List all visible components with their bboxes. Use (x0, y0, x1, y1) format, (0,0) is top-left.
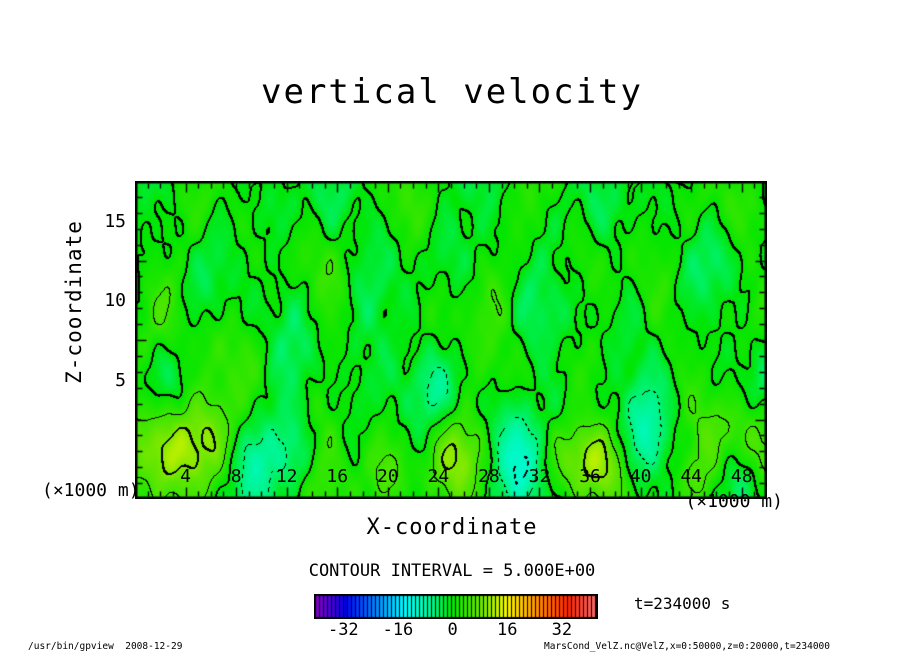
footer-dataset-info: MarsCond_VelZ.nc@VelZ,x=0:50000,z=0:2000… (544, 641, 830, 652)
x-tick-label: 48 (730, 466, 753, 487)
x-tick-label: 8 (230, 466, 242, 487)
x-tick-label: 12 (275, 466, 298, 487)
colorbar-tick-label: 32 (551, 620, 573, 640)
contour-interval-label: CONTOUR INTERVAL = 5.000E+00 (308, 561, 596, 581)
footer-command-line: /usr/bin/gpview 2008-12-29 (28, 641, 183, 652)
x-tick-label: 40 (629, 466, 652, 487)
x-tick-label: 20 (376, 466, 399, 487)
x-tick-label: 24 (427, 466, 450, 487)
time-label: t=234000 s (634, 594, 731, 613)
plot-title: vertical velocity (261, 72, 643, 112)
x-tick-label: 28 (478, 466, 500, 487)
y-tick-label: 15 (104, 210, 126, 232)
y-tick-label: 5 (115, 369, 126, 391)
y-tick-label: 10 (104, 290, 126, 311)
x-tick-label: 16 (326, 466, 349, 487)
x-axis-label: X-coordinate (366, 515, 538, 540)
x-tick-label: 32 (528, 466, 551, 487)
x-tick-label: 44 (680, 466, 702, 487)
x-tick-label: 4 (180, 466, 191, 487)
x-unit-label-right: (×1000 m) (685, 491, 783, 512)
colorbar-tick-label: 16 (496, 620, 518, 640)
contour-field-canvas (135, 181, 767, 499)
x-unit-label-left: (×1000 m) (42, 480, 140, 501)
x-tick-label: 36 (579, 466, 601, 487)
plot-area (135, 143, 767, 499)
colorbar-tick-label: -32 (327, 620, 359, 640)
colorbar-tick-label: 0 (447, 620, 458, 640)
colorbar-tick-label: -16 (382, 620, 414, 640)
colorbar-canvas (314, 594, 598, 619)
